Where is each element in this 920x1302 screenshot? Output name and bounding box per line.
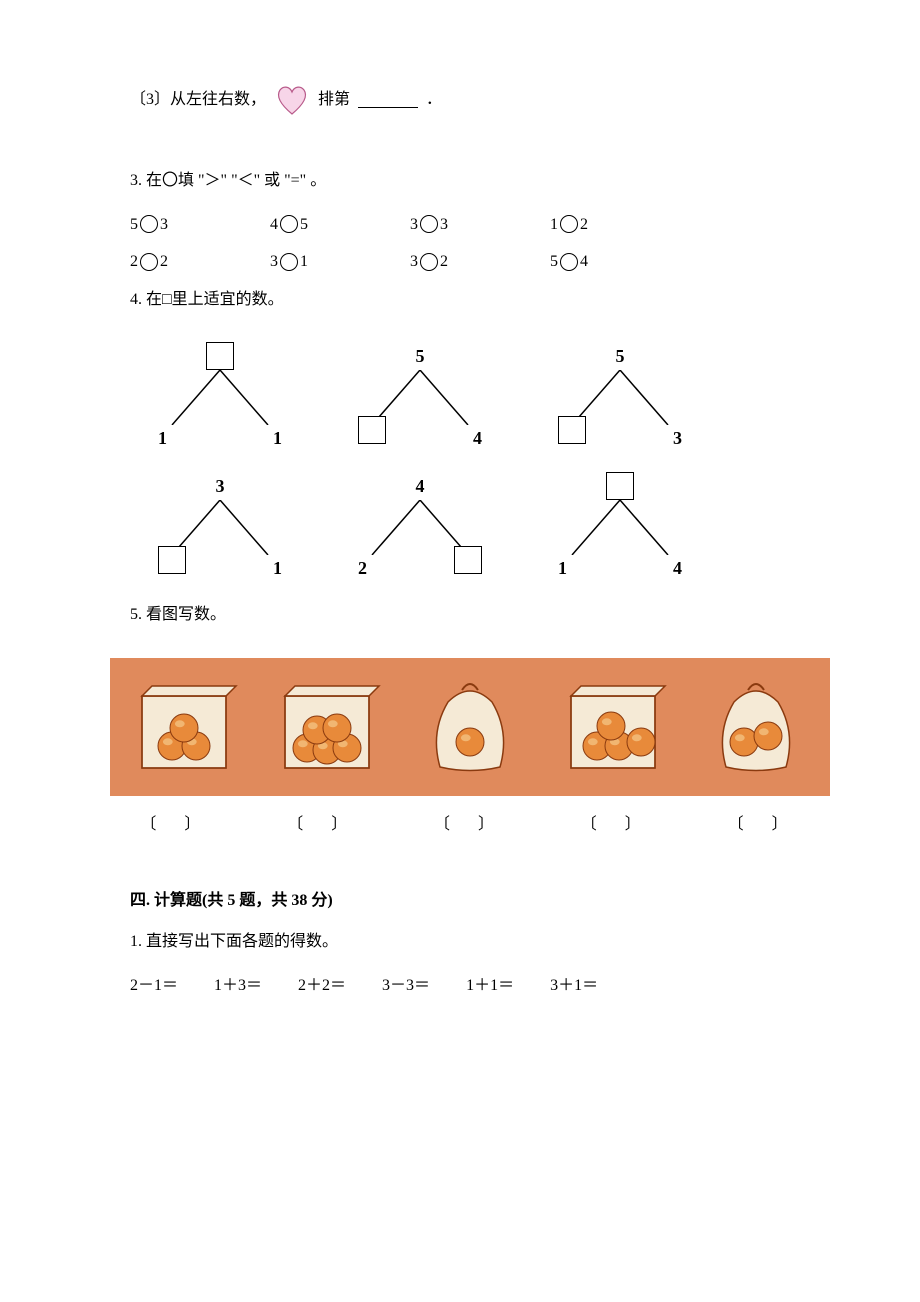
bond-top-value: 3	[216, 472, 225, 501]
bond-top-value: 5	[416, 342, 425, 371]
bond-left-blank[interactable]	[358, 416, 386, 453]
bond-top-value: 4	[416, 472, 425, 501]
compare-a: 2	[130, 249, 138, 275]
arith-row: 2－1＝ 1＋3＝ 2＋2＝ 3－3＝ 1＋1＝ 3＋1＝	[130, 973, 810, 999]
bond-right-blank[interactable]	[454, 546, 482, 583]
compare-a: 5	[130, 212, 138, 238]
bond-top-value: 5	[616, 342, 625, 371]
bond-left-blank[interactable]	[158, 546, 186, 583]
compare-b: 3	[160, 212, 168, 238]
fruit-cell	[548, 672, 677, 782]
bond-right-value: 4	[673, 554, 682, 583]
arith-item: 2＋2＝	[298, 973, 346, 999]
answer-bracket[interactable]: 〔 〕	[550, 812, 683, 838]
arith-item: 3－3＝	[382, 973, 430, 999]
bond-left-value: 2	[358, 554, 367, 583]
compare-a: 1	[550, 212, 558, 238]
circle-blank[interactable]	[140, 253, 158, 271]
arith-item: 2－1＝	[130, 973, 178, 999]
q2-3-prefix: 〔3〕从左往右数，	[130, 87, 266, 113]
fruit-cell	[263, 672, 392, 782]
circle-blank[interactable]	[140, 215, 158, 233]
compare-b: 2	[580, 212, 588, 238]
fruit-cell	[691, 672, 820, 782]
compare-b: 5	[300, 212, 308, 238]
circle-blank[interactable]	[420, 253, 438, 271]
compare-item: 22	[130, 249, 270, 275]
answer-bracket[interactable]: 〔 〕	[404, 812, 537, 838]
compare-item: 12	[550, 212, 690, 238]
bond-left-blank[interactable]	[558, 416, 586, 453]
arith-item: 1＋3＝	[214, 973, 262, 999]
compare-b: 3	[440, 212, 448, 238]
bond-left-value: 1	[158, 424, 167, 453]
fruit-cell	[406, 672, 535, 782]
compare-b: 4	[580, 249, 588, 275]
bonds-container: 115453 314214	[150, 342, 810, 582]
number-bond: 53	[550, 342, 690, 452]
compare-b: 2	[160, 249, 168, 275]
oranges-panel	[110, 658, 830, 796]
s4-q1-title: 1. 直接写出下面各题的得数。	[130, 929, 810, 955]
compare-item: 54	[550, 249, 690, 275]
q2-3-suffix-before: 排第	[318, 87, 350, 113]
number-bond: 42	[350, 472, 490, 582]
q3-grid: 53 45 33 12 22 31 32 54	[130, 212, 690, 287]
compare-a: 3	[410, 212, 418, 238]
circle-blank[interactable]	[560, 215, 578, 233]
compare-item: 32	[410, 249, 550, 275]
bond-right-value: 1	[273, 424, 282, 453]
arith-item: 1＋1＝	[466, 973, 514, 999]
compare-a: 3	[270, 249, 278, 275]
compare-a: 3	[410, 249, 418, 275]
number-bond: 54	[350, 342, 490, 452]
bond-right-value: 1	[273, 554, 282, 583]
q2-3-suffix-after: ．	[426, 87, 442, 113]
number-bond: 11	[150, 342, 290, 452]
compare-item: 53	[130, 212, 270, 238]
bonds-row-1: 115453	[150, 342, 810, 452]
circle-blank[interactable]	[560, 253, 578, 271]
compare-b: 2	[440, 249, 448, 275]
compare-a: 4	[270, 212, 278, 238]
bond-right-value: 3	[673, 424, 682, 453]
circle-blank[interactable]	[280, 215, 298, 233]
answer-bracket[interactable]: 〔 〕	[110, 812, 243, 838]
fruit-cell	[120, 672, 249, 782]
answer-bracket[interactable]: 〔 〕	[697, 812, 830, 838]
bonds-row-2: 314214	[150, 472, 810, 582]
circle-blank[interactable]	[280, 253, 298, 271]
section4-title: 四. 计算题(共 5 题，共 38 分)	[130, 888, 810, 914]
bond-right-value: 4	[473, 424, 482, 453]
answer-bracket[interactable]: 〔 〕	[257, 812, 390, 838]
bond-left-value: 1	[558, 554, 567, 583]
compare-item: 33	[410, 212, 550, 238]
circle-blank[interactable]	[420, 215, 438, 233]
heart-icon	[272, 80, 312, 120]
q5-answer-row: 〔 〕〔 〕〔 〕〔 〕〔 〕	[110, 812, 830, 838]
arith-item: 3＋1＝	[550, 973, 598, 999]
q3-title: 3. 在〇填 "＞" "＜" 或 "=" 。	[130, 168, 810, 194]
compare-item: 45	[270, 212, 410, 238]
number-bond: 31	[150, 472, 290, 582]
q5-title: 5. 看图写数。	[130, 602, 810, 628]
compare-b: 1	[300, 249, 308, 275]
q2-3-line: 〔3〕从左往右数， 排第 ．	[130, 80, 810, 120]
q2-3-blank[interactable]	[358, 92, 418, 108]
compare-item: 31	[270, 249, 410, 275]
q4-title: 4. 在□里上适宜的数。	[130, 287, 810, 313]
compare-a: 5	[550, 249, 558, 275]
number-bond: 14	[550, 472, 690, 582]
